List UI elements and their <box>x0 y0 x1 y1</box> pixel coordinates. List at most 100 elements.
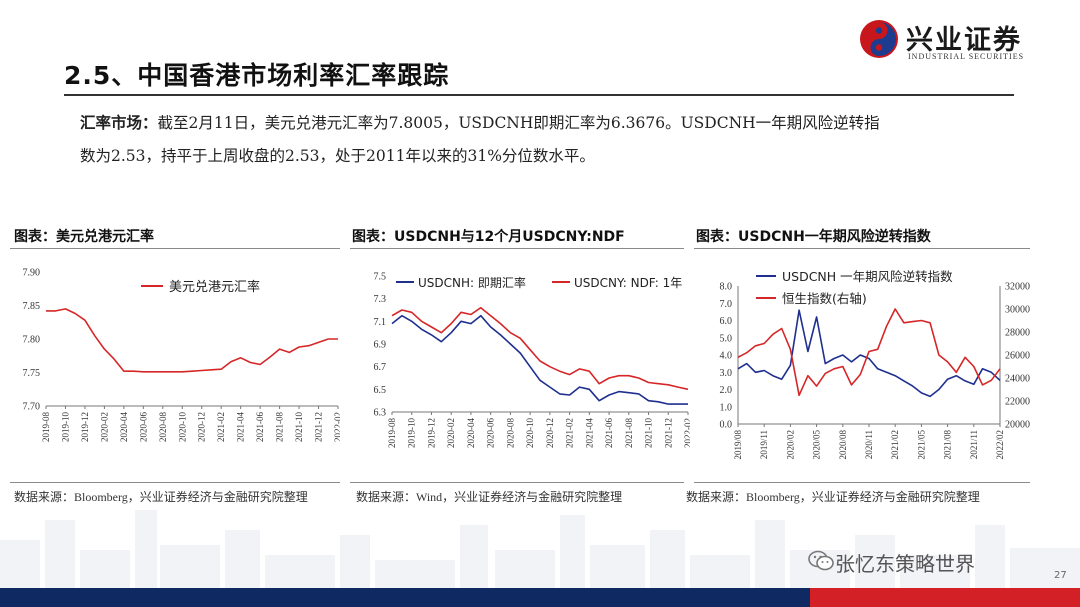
y-tick-label: 7.0 <box>720 299 733 310</box>
page-title: 2.5、中国香港市场利率汇率跟踪 <box>64 61 450 90</box>
y2-tick-label: 24000 <box>1005 374 1030 385</box>
y-tick-label: 8.0 <box>720 282 733 293</box>
x-tick-label: 2020-02 <box>99 412 109 442</box>
x-tick-label: 2020-12 <box>197 412 207 442</box>
chart-1-top-rule <box>10 248 340 249</box>
x-tick-label: 2021-02 <box>216 412 226 442</box>
x-tick-label: 2020/11 <box>864 430 874 459</box>
x-tick-label: 2020/08 <box>838 430 848 460</box>
y-tick-label: 7.70 <box>23 402 41 413</box>
x-tick-label: 2020-04 <box>119 412 129 442</box>
y-tick-label: 7.80 <box>23 335 41 346</box>
x-tick-label: 2019-12 <box>426 418 436 448</box>
series-line-2 <box>391 306 689 391</box>
chart-2-top-rule <box>350 248 684 249</box>
x-tick-label: 2021-06 <box>604 418 614 448</box>
brand-subtitle: INDUSTRIAL SECURITIES <box>908 52 1025 61</box>
x-tick-label: 2021-02 <box>565 418 575 448</box>
x-tick-label: 2021-10 <box>294 412 304 442</box>
chart-3-top-rule <box>694 248 1030 249</box>
y-tick-label: 5.0 <box>720 333 733 344</box>
chart-2-title: 图表：USDCNH与12个月USDCNY:NDF <box>352 229 625 245</box>
x-tick-label: 2021-04 <box>584 418 594 448</box>
y2-tick-label: 22000 <box>1005 397 1030 408</box>
x-tick-label: 2021/11 <box>969 430 979 459</box>
x-tick-label: 2021-08 <box>624 418 634 448</box>
chart-1-title: 图表：美元兑港元汇率 <box>14 229 154 245</box>
x-tick-label: 2020/05 <box>812 430 822 460</box>
x-tick-label: 2020-12 <box>545 418 555 448</box>
x-tick-label: 2021-12 <box>663 418 673 448</box>
chart-1-bottom-rule <box>10 482 340 483</box>
chart-2-bottom-rule <box>350 482 684 483</box>
y-tick-label: 0.0 <box>720 420 733 431</box>
brand-name: 兴业证券 <box>906 25 1022 56</box>
series-line-1 <box>46 308 338 373</box>
x-tick-label: 2021-12 <box>314 412 324 442</box>
paragraph-lead: 汇率市场： <box>80 113 158 132</box>
x-tick-label: 2019-10 <box>407 418 417 448</box>
x-tick-label: 2020-06 <box>138 412 148 442</box>
series-line-1 <box>391 314 688 405</box>
x-tick-label: 2020-06 <box>486 418 496 448</box>
brand-logo: 兴业证券 INDUSTRIAL SECURITIES <box>858 18 1068 64</box>
x-tick-label: 2019-10 <box>60 412 70 442</box>
x-tick-label: 2020/02 <box>785 430 795 460</box>
y-tick-label: 6.9 <box>374 340 387 351</box>
x-tick-label: 2020-08 <box>505 418 515 448</box>
y-tick-label: 4.0 <box>720 351 733 362</box>
x-tick-label: 2020-10 <box>177 412 187 442</box>
fx-summary-paragraph: 汇率市场：截至2月11日，美元兑港元汇率为7.8005，USDCNH即期汇率为6… <box>80 106 1020 173</box>
x-tick-label: 2021/02 <box>890 430 900 460</box>
y-tick-label: 7.85 <box>23 301 41 312</box>
legend-label: USDCNH: 即期汇率 <box>418 275 526 290</box>
x-tick-label: 2021-04 <box>236 412 246 442</box>
x-tick-label: 2021-10 <box>644 418 654 448</box>
chart-3-title: 图表：USDCNH一年期风险逆转指数 <box>696 229 931 245</box>
risk-reversal-chart: 8.0 7.0 6.0 5.0 4.0 3.0 2.0 1.0 0.0 32000 30000 280… <box>720 269 1031 460</box>
x-tick-label: 2022-02 <box>333 412 340 442</box>
y-tick-label: 7.3 <box>374 294 387 305</box>
series-line-1 <box>737 309 1001 398</box>
x-tick-label: 2022/02 <box>995 430 1005 460</box>
x-tick-label: 2020-08 <box>158 412 168 442</box>
y-tick-label: 6.5 <box>374 385 387 396</box>
y2-tick-label: 28000 <box>1005 328 1030 339</box>
brand-logo-icon <box>860 20 898 58</box>
x-tick-label: 2019-08 <box>387 418 397 448</box>
legend-label: USDCNH 一年期风险逆转指数 <box>782 269 953 284</box>
x-tick-label: 2021-06 <box>255 412 265 442</box>
x-tick-label: 2021-08 <box>275 412 285 442</box>
y-tick-label: 6.0 <box>720 316 733 327</box>
legend-label: 美元兑港元汇率 <box>169 279 260 295</box>
y2-tick-label: 32000 <box>1005 282 1030 293</box>
y-tick-label: 2.0 <box>720 385 733 396</box>
x-tick-label: 2019-08 <box>41 412 51 442</box>
page-number: 27 <box>1054 570 1067 581</box>
paragraph-line-1: 汇率市场：截至2月11日，美元兑港元汇率为7.8005，USDCNH即期汇率为6… <box>80 106 1020 140</box>
title-divider <box>64 94 1014 96</box>
x-tick-label: 2020-10 <box>525 418 535 448</box>
y-tick-label: 7.1 <box>374 317 387 328</box>
x-tick-label: 2020-02 <box>446 418 456 448</box>
y-tick-label: 7.90 <box>23 268 41 279</box>
x-tick-label: 2020-04 <box>466 418 476 448</box>
wechat-icon <box>808 550 834 571</box>
y-tick-label: 6.3 <box>374 408 387 419</box>
city-skyline-decoration <box>0 510 1080 588</box>
y-tick-label: 3.0 <box>720 368 733 379</box>
chart-3-source: 数据来源：Bloomberg，兴业证券经济与金融研究院整理 <box>686 490 980 504</box>
footer-bar-accent <box>810 588 1080 607</box>
x-tick-label: 2021/05 <box>916 430 926 460</box>
y2-tick-label: 20000 <box>1005 420 1030 431</box>
y-tick-label: 7.75 <box>23 368 41 379</box>
x-tick-label: 2022-02 <box>683 418 690 448</box>
x-tick-label: 2019/08 <box>733 430 743 460</box>
chart-2-source: 数据来源：Wind，兴业证券经济与金融研究院整理 <box>356 490 623 504</box>
y-tick-label: 1.0 <box>720 402 733 413</box>
y2-tick-label: 30000 <box>1005 305 1030 316</box>
x-tick-label: 2021/08 <box>943 430 953 460</box>
legend-label: 恒生指数(右轴) <box>782 291 867 306</box>
